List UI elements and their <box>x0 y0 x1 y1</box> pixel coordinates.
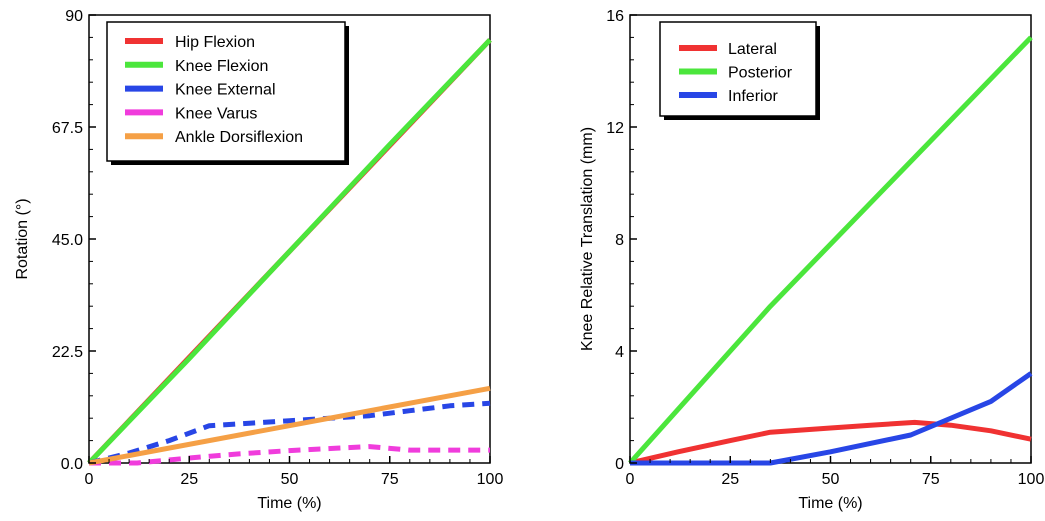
legend-label: Lateral <box>728 41 777 58</box>
y-tick-label: 67.5 <box>52 120 83 137</box>
x-tick-label: 75 <box>922 471 940 488</box>
series-layer <box>628 35 1033 466</box>
series-line-ankle-dorsiflexion <box>88 385 491 466</box>
legend-label: Inferior <box>728 88 778 105</box>
x-axis-title: Time (%) <box>798 495 862 512</box>
legend: Lateral Posterior Inferior <box>659 21 820 120</box>
ticks-layer: 0 25 50 75 100 0 4 8 12 16 <box>606 8 1044 488</box>
legend-label: Ankle Dorsiflexion <box>175 129 303 146</box>
y-tick-label: 22.5 <box>52 344 83 361</box>
y-tick-label: 16 <box>606 8 624 25</box>
rotation-chart: 0 25 50 75 100 0.0 22.5 45.0 67.5 90 Time (%) Rot… <box>14 8 503 512</box>
y-tick-label: 0 <box>615 456 624 473</box>
x-tick-label: 25 <box>721 471 739 488</box>
y-tick-label: 4 <box>615 344 624 361</box>
x-tick-label: 0 <box>85 471 94 488</box>
x-tick-label: 100 <box>1018 471 1045 488</box>
legend-label: Hip Flexion <box>175 34 255 51</box>
series-line-posterior <box>628 35 1033 465</box>
legend-label: Knee Flexion <box>175 58 268 75</box>
x-tick-label: 25 <box>180 471 198 488</box>
y-tick-label: 45.0 <box>52 232 83 249</box>
y-tick-label: 12 <box>606 120 624 137</box>
translation-chart: 0 25 50 75 100 0 4 8 12 16 Time (%) Knee Relative… <box>579 8 1044 512</box>
y-axis-title: Rotation (°) <box>14 198 31 279</box>
legend-label: Knee External <box>175 82 276 99</box>
series-line-knee-varus <box>89 444 490 466</box>
x-axis-title: Time (%) <box>257 495 321 512</box>
legend: Hip Flexion Knee Flexion Knee External Knee… <box>106 21 349 165</box>
x-tick-label: 75 <box>381 471 399 488</box>
legend-label: Knee Varus <box>175 105 257 122</box>
series-line-lateral <box>629 419 1032 466</box>
series-layer <box>87 38 492 466</box>
y-tick-label: 0.0 <box>61 456 83 473</box>
ticks-layer: 0 25 50 75 100 0.0 22.5 45.0 67.5 90 <box>52 8 504 488</box>
y-tick-label: 8 <box>615 232 624 249</box>
y-tick-label: 90 <box>65 8 83 25</box>
series-line-inferior <box>630 371 1033 466</box>
x-tick-label: 50 <box>822 471 840 488</box>
x-tick-label: 0 <box>626 471 635 488</box>
series-line-knee-flexion <box>87 38 492 465</box>
series-line-knee-external <box>88 400 491 466</box>
legend-label: Posterior <box>728 65 793 82</box>
y-axis-title: Knee Relative Translation (mm) <box>579 127 596 351</box>
x-tick-label: 100 <box>477 471 504 488</box>
x-tick-label: 50 <box>281 471 299 488</box>
